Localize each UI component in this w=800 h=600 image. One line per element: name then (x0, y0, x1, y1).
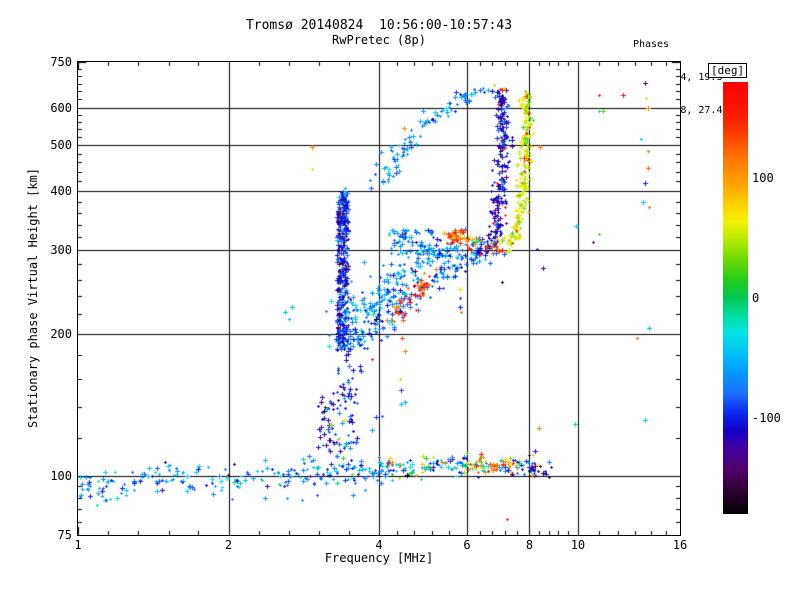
plot-subtitle: RwPretec (8p) (332, 33, 426, 47)
phase-stats-heading: Phases (632, 39, 670, 50)
y-tick-label: 400 (50, 184, 72, 199)
x-tick-label: 16 (672, 538, 688, 552)
x-tick-label: 1 (74, 538, 82, 552)
y-tick-label: 300 (50, 243, 72, 258)
ionogram-scatter-canvas (78, 62, 680, 535)
y-axis-title: Stationary phase Virtual Height [km] (26, 167, 40, 429)
y-tick-label: 75 (57, 528, 72, 542)
colorbar-units-label: [deg] (708, 63, 748, 78)
phase-colorbar (723, 82, 748, 514)
y-tick-label: 100 (50, 468, 72, 483)
y-tick-label: 600 (50, 100, 72, 115)
colorbar-tick-label: 0 (752, 291, 760, 305)
plot-area (77, 61, 681, 536)
x-axis-title: Frequency [MHz] (324, 551, 434, 565)
x-tick-label: 4 (375, 538, 383, 552)
y-tick-label: 200 (50, 326, 72, 341)
x-tick-label: 2 (224, 538, 233, 552)
x-tick-label: 8 (525, 538, 534, 552)
plot-title: Tromsø 20140824 10:56:00-10:57:43 (245, 18, 513, 33)
y-tick-label: 750 (50, 55, 72, 69)
y-tick-label: 500 (50, 138, 72, 153)
x-tick-label: 10 (570, 538, 586, 552)
x-tick-label: 6 (463, 538, 471, 552)
colorbar-tick-label: -100 (752, 411, 781, 425)
colorbar-tick-label: 100 (752, 171, 774, 185)
